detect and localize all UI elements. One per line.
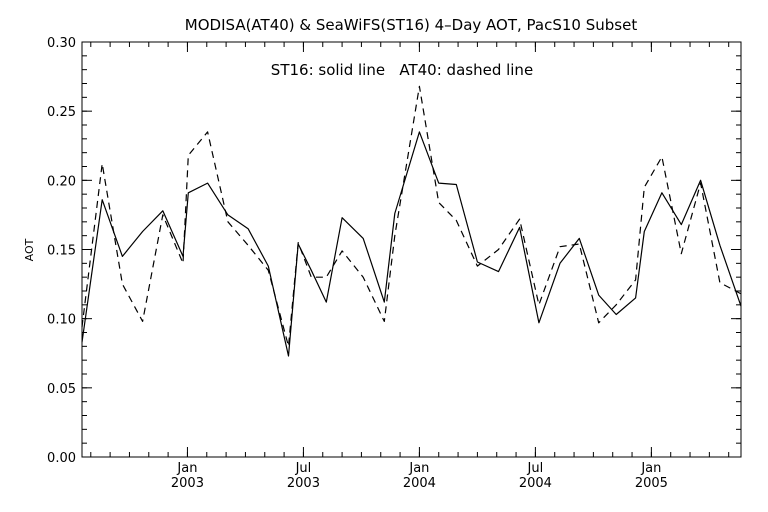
y-axis-ticks: 0.00 0.05 0.10 0.15 0.20 0.25 0.30 xyxy=(47,36,741,466)
x-tick-month: Jan xyxy=(176,461,197,476)
line-style-annotation: ST16: solid line AT40: dashed line xyxy=(271,61,533,79)
x-tick-month: Jan xyxy=(408,461,429,476)
x-tick-year: 2003 xyxy=(287,476,320,491)
y-tick-label: 0.00 xyxy=(47,451,76,466)
y-axis-label: AOT xyxy=(23,238,36,261)
series-line-st16 xyxy=(81,131,742,357)
series-line-at40 xyxy=(81,85,742,347)
series-layer xyxy=(81,85,742,357)
x-tick-year: 2005 xyxy=(635,476,668,491)
x-tick-year: 2004 xyxy=(519,476,552,491)
y-tick-label: 0.20 xyxy=(47,174,76,189)
x-tick-year: 2003 xyxy=(171,476,204,491)
x-tick-month: Jul xyxy=(295,461,312,476)
y-tick-label: 0.10 xyxy=(47,313,76,328)
y-tick-label: 0.05 xyxy=(47,382,76,397)
x-tick-month: Jan xyxy=(640,461,661,476)
y-tick-label: 0.15 xyxy=(47,244,76,259)
x-tick-year: 2004 xyxy=(403,476,436,491)
y-tick-label: 0.25 xyxy=(47,105,76,120)
x-tick-month: Jul xyxy=(527,461,544,476)
chart-title: MODISA(AT40) & SeaWiFS(ST16) 4–Day AOT, … xyxy=(185,16,638,34)
y-tick-label: 0.30 xyxy=(47,36,76,51)
